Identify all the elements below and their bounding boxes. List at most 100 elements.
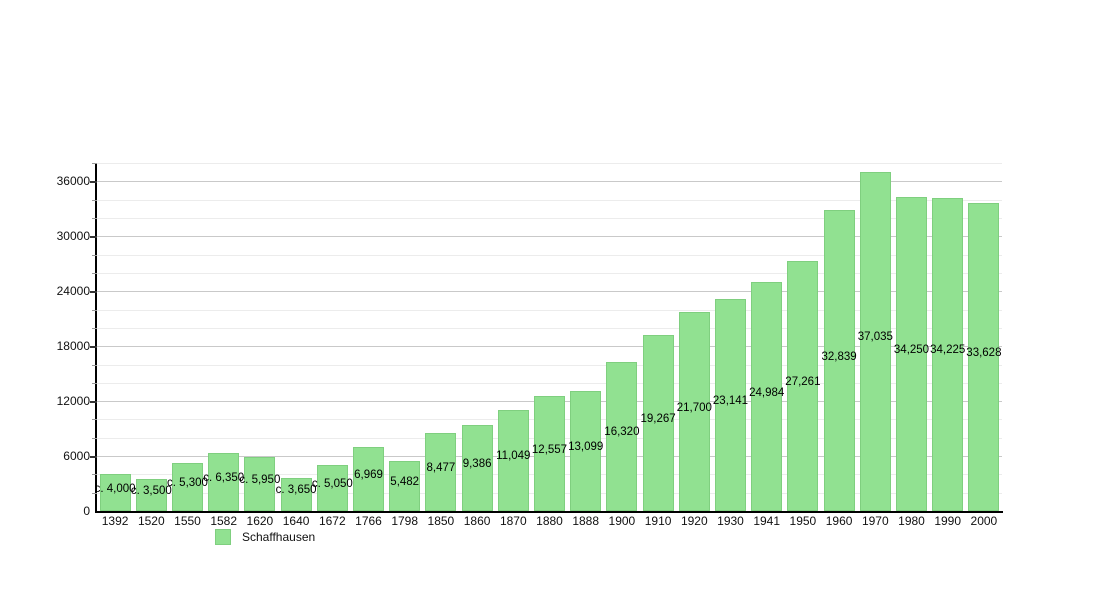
gridline-minor xyxy=(97,364,1002,366)
bar xyxy=(751,282,783,511)
bar-value-label: 13,099 xyxy=(568,441,604,453)
gridline-minor xyxy=(97,309,1002,311)
gridline-minor xyxy=(97,163,1002,164)
bar-value-label: 34,250 xyxy=(893,344,930,357)
y-tick-major xyxy=(90,291,97,294)
bar-value-label: 8,477 xyxy=(426,462,456,475)
bar xyxy=(172,462,203,511)
y-tick-minor xyxy=(92,309,97,311)
bar-value-label: c. 4,000 xyxy=(94,482,136,495)
x-axis-label: 1980 xyxy=(898,514,925,528)
y-tick-minor xyxy=(92,492,97,494)
legend-label: Schaffhausen xyxy=(242,530,316,544)
y-axis-label: 24000 xyxy=(56,284,90,299)
y-axis-label: 30000 xyxy=(56,229,90,244)
bar xyxy=(896,197,927,511)
gridline-minor xyxy=(97,254,1002,256)
legend: Schaffhausen xyxy=(215,529,315,545)
bar xyxy=(968,203,1000,511)
x-axis-label: 1880 xyxy=(536,514,563,528)
bar xyxy=(715,299,746,511)
x-axis-label: 1640 xyxy=(282,514,310,528)
legend-swatch-icon xyxy=(215,529,231,545)
y-tick-minor xyxy=(92,419,97,421)
bar xyxy=(932,197,964,511)
bar xyxy=(823,210,855,511)
y-tick-minor xyxy=(92,474,97,476)
y-axis-line xyxy=(95,163,97,513)
x-axis-label: 1620 xyxy=(246,514,274,528)
bar xyxy=(280,477,312,511)
x-axis-label: 1950 xyxy=(789,514,817,528)
x-axis-label: 1888 xyxy=(572,514,600,528)
bar-value-label: 9,386 xyxy=(462,458,492,470)
bar xyxy=(316,464,348,511)
y-axis-label: 36000 xyxy=(56,174,90,189)
x-axis-label: 1910 xyxy=(644,514,672,528)
bar xyxy=(534,396,565,511)
y-tick-major xyxy=(90,181,97,184)
bar-value-label: c. 5,950 xyxy=(239,473,281,486)
y-tick-major xyxy=(90,346,97,349)
bar xyxy=(461,425,493,511)
gridline-major xyxy=(97,346,1002,348)
bar xyxy=(135,478,167,511)
x-axis-label: 1392 xyxy=(101,514,129,528)
x-axis-label: 1990 xyxy=(934,514,962,528)
x-axis-line xyxy=(95,511,1003,513)
bar-value-label: 16,320 xyxy=(604,426,640,439)
bar-value-label: c. 3,650 xyxy=(275,484,317,497)
x-axis-label: 1550 xyxy=(174,514,201,528)
bar xyxy=(425,433,457,511)
x-axis-label: 1930 xyxy=(717,514,744,528)
y-tick-major xyxy=(90,456,97,459)
x-axis-label: 1672 xyxy=(318,514,346,528)
bar-value-label: c. 5,050 xyxy=(311,477,353,490)
y-axis-label: 6000 xyxy=(63,449,90,464)
bar-value-label: c. 5,300 xyxy=(167,476,208,489)
bar-value-label: 5,482 xyxy=(390,475,420,488)
x-axis-label: 1960 xyxy=(825,514,853,528)
y-tick-major xyxy=(90,401,97,404)
x-axis-label: 1766 xyxy=(355,514,382,528)
gridline-major xyxy=(97,236,1002,238)
y-tick-minor xyxy=(92,272,97,274)
bar xyxy=(244,456,276,511)
bar-value-label: 12,557 xyxy=(531,443,568,456)
bar xyxy=(389,460,421,511)
bar-value-label: c. 6,350 xyxy=(203,471,245,484)
x-axis-label: 2000 xyxy=(970,514,998,528)
bar xyxy=(787,261,819,511)
y-axis-label: 0 xyxy=(83,504,90,518)
bar-value-label: 23,141 xyxy=(712,395,749,407)
gridline-minor xyxy=(97,272,1002,274)
bar xyxy=(99,474,131,511)
bar-value-label: 24,984 xyxy=(749,386,785,399)
gridline-major xyxy=(97,291,1002,293)
y-tick-minor xyxy=(92,163,97,164)
y-tick-minor xyxy=(92,217,97,219)
bar-value-label: 21,700 xyxy=(676,401,712,414)
gridline-major xyxy=(97,181,1002,183)
y-tick-minor xyxy=(92,364,97,366)
y-tick-minor xyxy=(92,254,97,256)
bar-value-label: 11,049 xyxy=(496,450,531,463)
y-tick-major xyxy=(90,236,97,239)
gridline-minor xyxy=(97,382,1002,384)
gridline-minor xyxy=(97,199,1002,201)
bar xyxy=(497,409,529,511)
bar xyxy=(606,361,638,511)
bar xyxy=(570,391,602,511)
x-axis-label: 1798 xyxy=(391,514,419,528)
x-axis-label: 1920 xyxy=(680,514,708,528)
bar xyxy=(678,312,710,511)
x-axis-label: 1860 xyxy=(463,514,491,528)
x-axis-label: 1582 xyxy=(210,514,238,528)
bar xyxy=(642,334,674,511)
bar-value-label: 34,225 xyxy=(930,344,966,357)
x-axis-label: 1520 xyxy=(137,514,165,528)
x-axis-label: 1850 xyxy=(427,514,455,528)
x-axis-label: 1900 xyxy=(608,514,636,528)
bar xyxy=(208,452,240,511)
